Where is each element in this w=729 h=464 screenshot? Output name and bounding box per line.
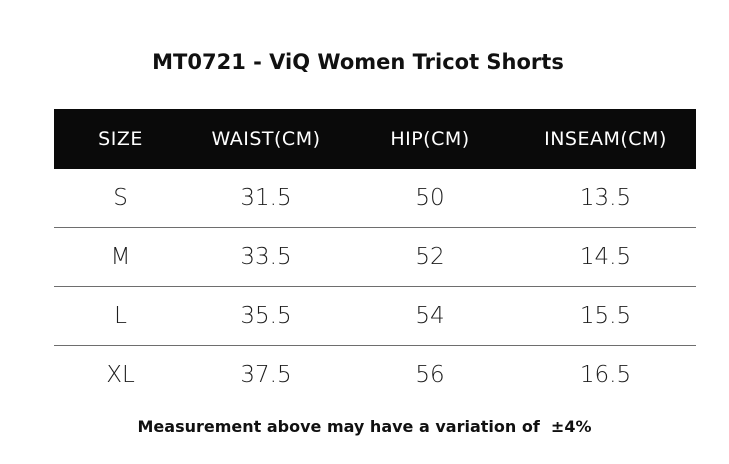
table-row: L 35.5 54 15.5 — [54, 286, 696, 346]
chart-title: MT0721 - ViQ Women Tricot Shorts — [152, 50, 564, 74]
cell-hip: 52 — [345, 227, 515, 287]
table-row: M 33.5 52 14.5 — [54, 227, 696, 287]
table-header: SIZE WAIST(CM) HIP(CM) INSEAM(CM) — [54, 109, 696, 169]
measurement-note: Measurement above may have a variation o… — [137, 417, 592, 436]
table-row: XL 37.5 56 16.5 — [54, 345, 696, 404]
header-hip: HIP(CM) — [345, 109, 515, 169]
cell-size: L — [54, 286, 187, 346]
cell-inseam: 14.5 — [515, 227, 696, 287]
size-chart-table: SIZE WAIST(CM) HIP(CM) INSEAM(CM) S 31.5… — [54, 109, 696, 404]
cell-size: XL — [54, 345, 187, 404]
cell-waist: 31.5 — [240, 185, 292, 211]
cell-inseam: 13.5 — [579, 185, 632, 211]
header-size: SIZE — [54, 109, 187, 169]
cell-hip: 56 — [345, 345, 515, 404]
table-row: S 31.5 50 13.5 — [54, 169, 696, 228]
cell-waist: 33.5 — [187, 227, 345, 287]
header-row: SIZE WAIST(CM) HIP(CM) INSEAM(CM) — [54, 109, 696, 169]
cell-waist: 35.5 — [187, 286, 345, 346]
header-waist: WAIST(CM) — [187, 109, 345, 169]
cell-waist: 37.5 — [187, 345, 345, 404]
cell-hip: 54 — [345, 286, 515, 346]
cell-inseam: 16.5 — [515, 345, 696, 404]
cell-hip: 50 — [415, 185, 445, 211]
cell-size: M — [54, 227, 187, 287]
header-inseam: INSEAM(CM) — [515, 109, 696, 169]
cell-size: S — [113, 185, 128, 211]
table-body: S 31.5 50 13.5 M 33.5 52 14.5 L 35.5 54 … — [54, 169, 696, 404]
cell-inseam: 15.5 — [515, 286, 696, 346]
